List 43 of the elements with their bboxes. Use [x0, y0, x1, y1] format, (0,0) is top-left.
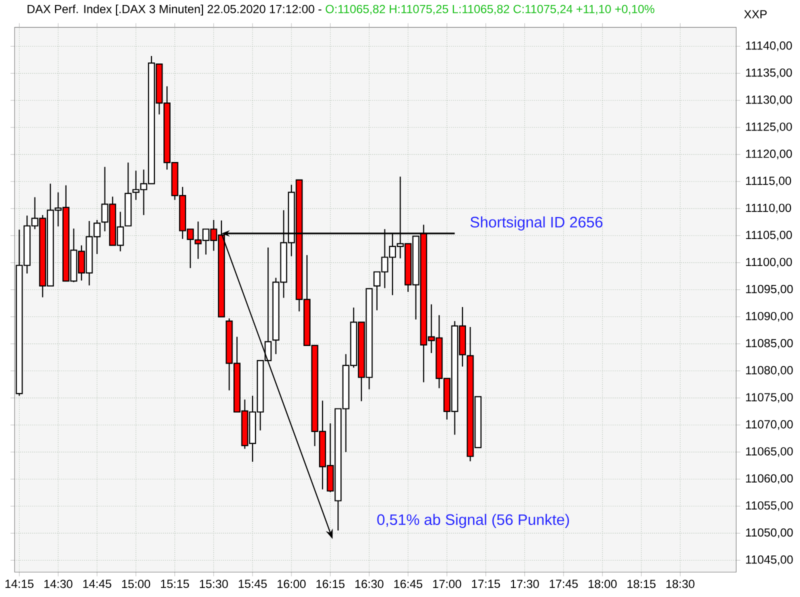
- x-tick-label: 14:15: [5, 580, 34, 588]
- x-tick-label: 15:45: [238, 580, 267, 588]
- x-tick-label: 18:00: [588, 580, 617, 588]
- x-tick-label: 16:00: [278, 580, 306, 588]
- chart-subtitle: O:11065,82 H:11075,25 L:11065,82 C:11075,24 +11,10 +0,10%: [326, 5, 654, 15]
- y-tick-label: 11110,00: [746, 204, 792, 214]
- y-tick-label: 11120,00: [746, 150, 792, 160]
- y-tick-label: 11080,00: [746, 366, 793, 376]
- x-tick-label: 16:45: [394, 580, 422, 588]
- y-tick-label: 11130,00: [746, 96, 792, 106]
- y-axis-title: XXP: [744, 10, 767, 18]
- y-tick-label: 11095,00: [746, 285, 793, 295]
- x-tick-label: 17:15: [472, 580, 500, 588]
- x-tick-label: 15:30: [200, 580, 228, 588]
- x-tick-label: 17:45: [550, 580, 578, 588]
- y-tick-label: 11100,00: [746, 258, 792, 268]
- x-tick-label: 18:15: [628, 580, 656, 588]
- x-tick-label: 17:00: [433, 580, 462, 588]
- annotation: 0,51% ab Signal (56 Punkte): [377, 514, 569, 528]
- x-tick-label: 14:45: [83, 580, 112, 588]
- annotation: Shortsignal ID 2656: [470, 216, 602, 231]
- y-tick-label: 11135,00: [746, 68, 792, 78]
- x-tick-label: 15:15: [161, 580, 189, 588]
- y-tick-label: 11060,00: [746, 474, 793, 484]
- y-tick-label: 11065,00: [746, 447, 793, 458]
- y-tick-label: 11090,00: [746, 312, 793, 322]
- y-tick-label: 11115,00: [746, 176, 792, 186]
- y-tick-label: 11050,00: [746, 528, 793, 538]
- y-tick-label: 11085,00: [746, 339, 793, 349]
- y-tick-label: 11140,00: [746, 42, 792, 52]
- y-tick-label: 11045,00: [746, 556, 793, 566]
- chart-title: DAX Perf. Index [.DAX 3 Minuten] 22.05.2020 17:12:00 -: [28, 4, 322, 16]
- x-tick-label: 18:30: [666, 580, 694, 588]
- y-tick-label: 11105,00: [746, 230, 792, 241]
- y-tick-label: 11055,00: [746, 501, 793, 512]
- y-tick-label: 11075,00: [746, 393, 793, 403]
- y-tick-label: 11125,00: [746, 122, 792, 132]
- x-tick-label: 17:30: [510, 580, 539, 588]
- x-tick-label: 15:00: [122, 580, 150, 588]
- x-tick-label: 16:15: [316, 580, 344, 588]
- x-tick-label: 16:30: [355, 580, 384, 588]
- x-tick-label: 14:30: [44, 580, 72, 588]
- y-tick-label: 11070,00: [746, 420, 793, 430]
